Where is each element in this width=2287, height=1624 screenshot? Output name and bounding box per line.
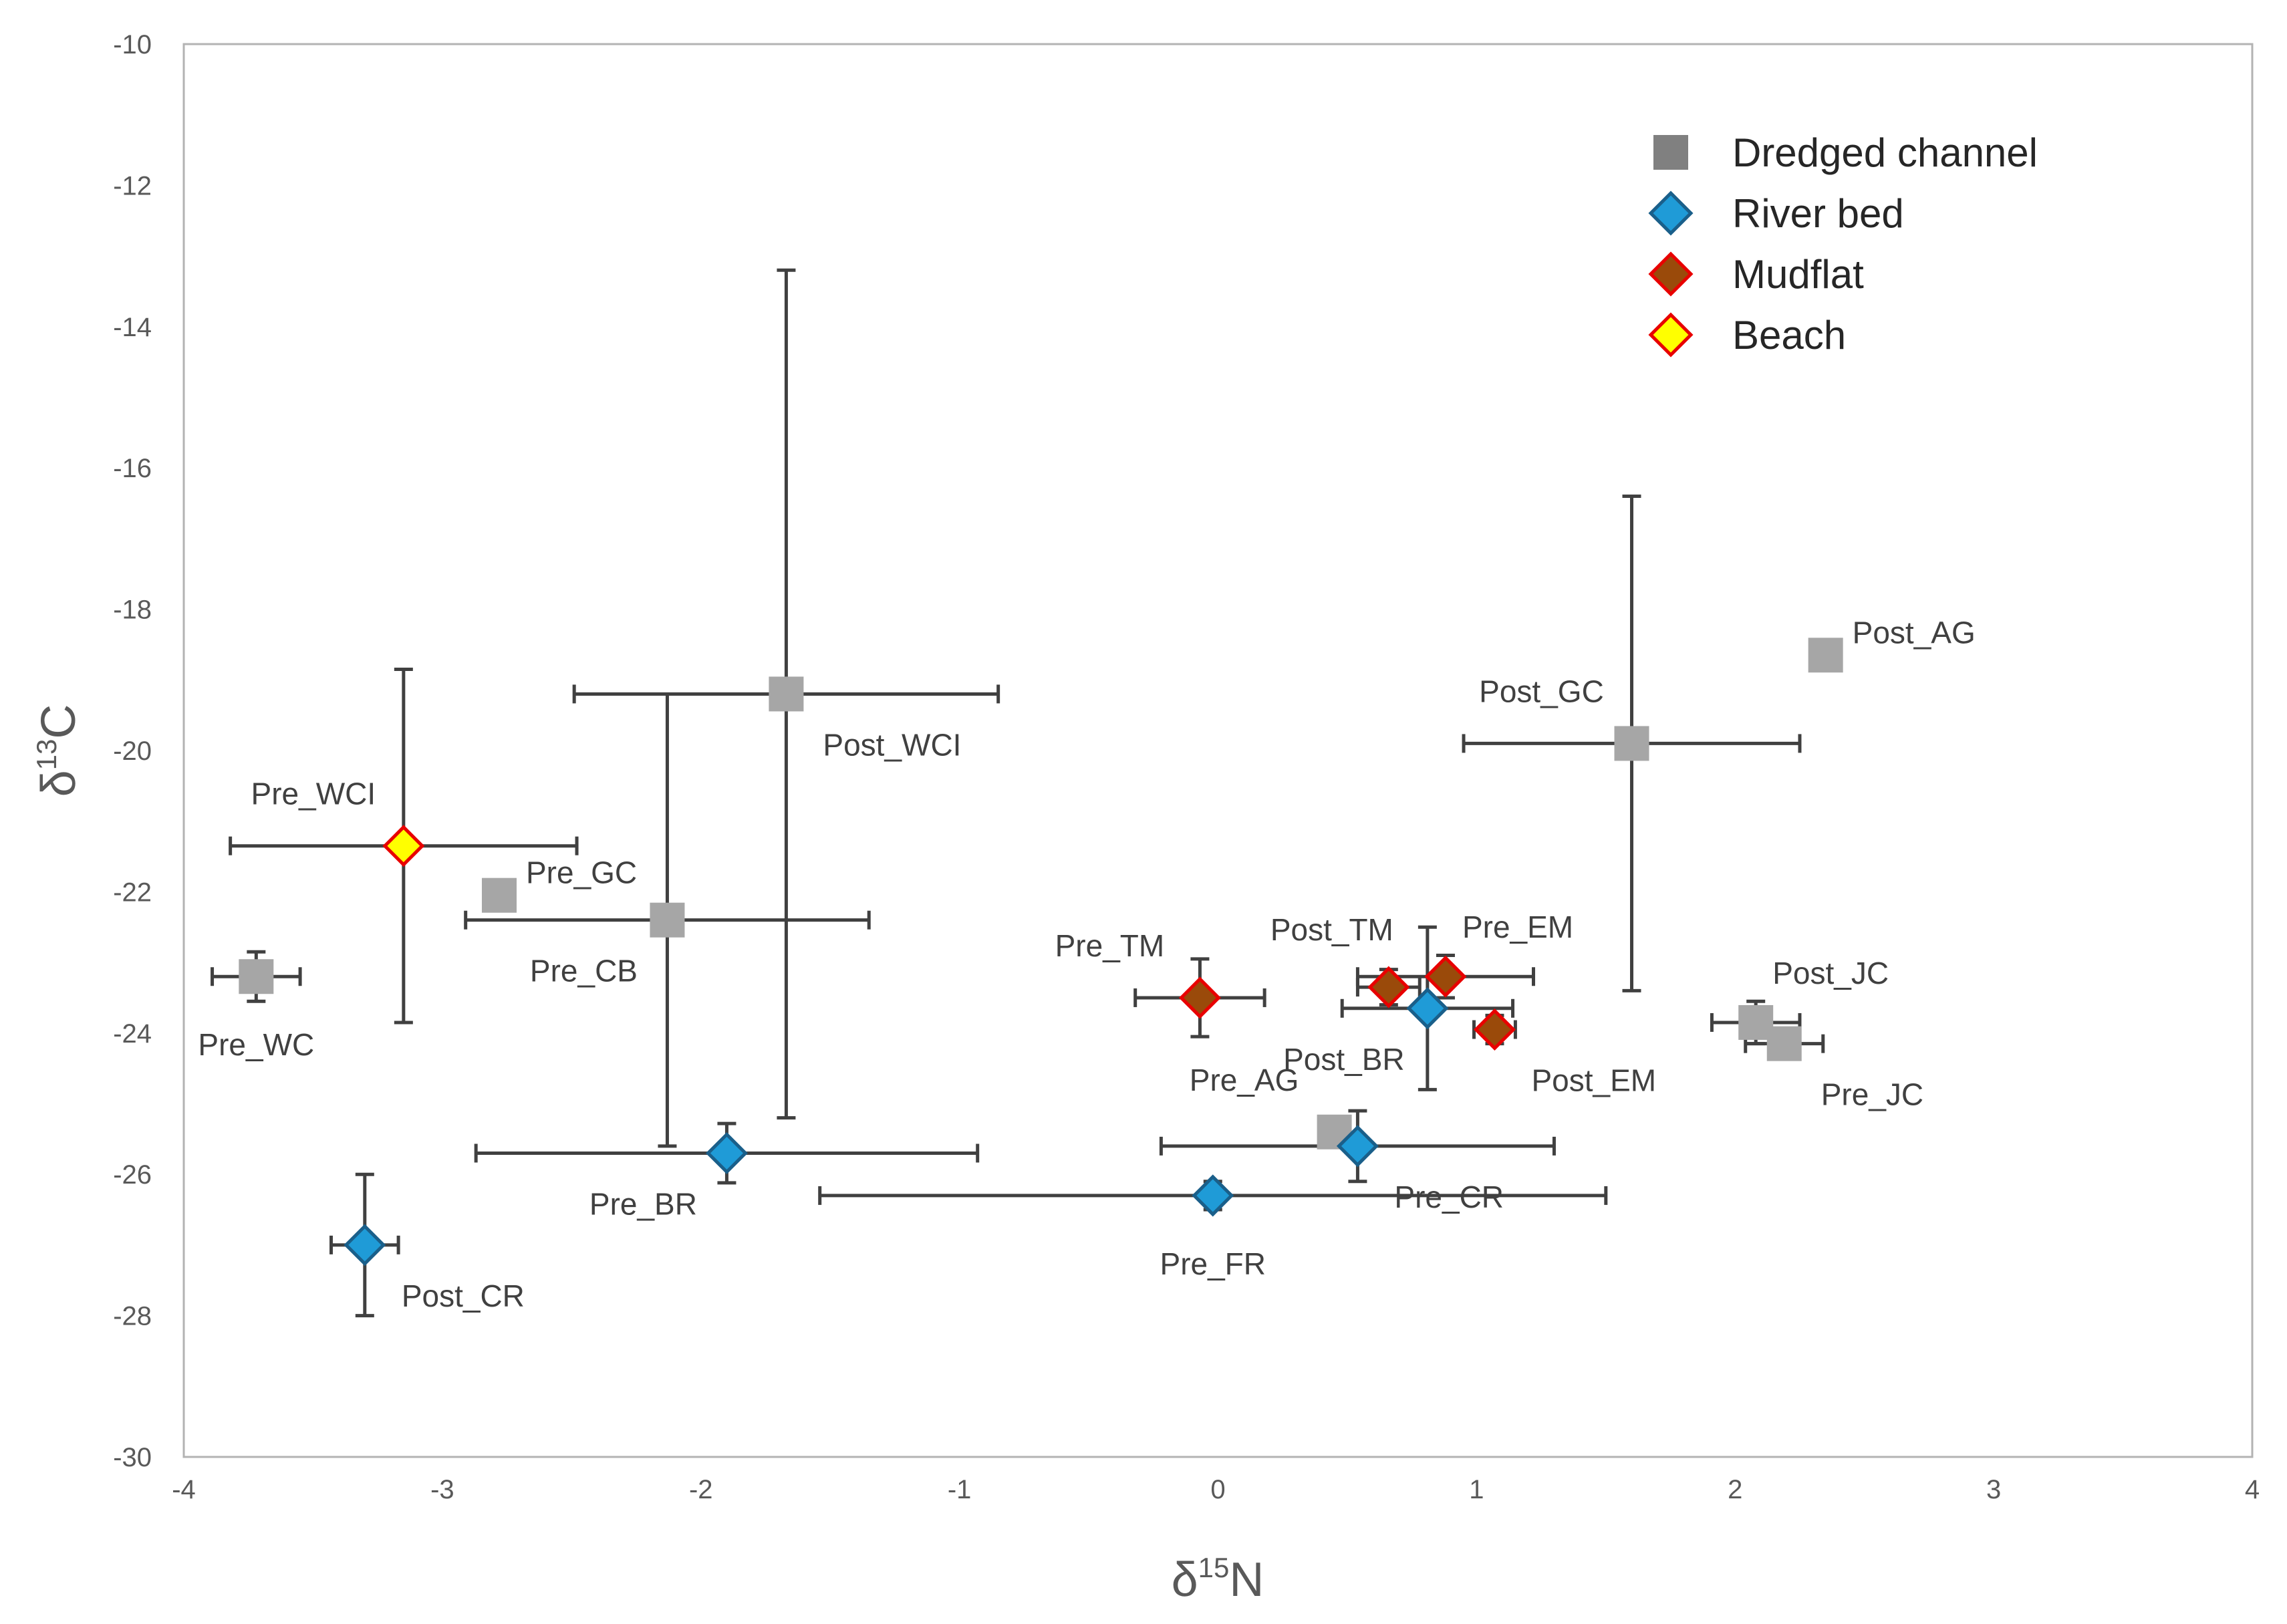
- y-tick-label: -20: [113, 736, 152, 766]
- x-tick-label: -4: [172, 1475, 196, 1504]
- y-tick-label: -10: [113, 30, 152, 59]
- legend-item: Dredged channel: [1653, 130, 2038, 175]
- x-axis-ticks: -4 -3 -2 -1 0 1 2 3 4: [172, 1475, 2260, 1504]
- y-tick-label: -22: [113, 877, 152, 907]
- y-tick-label: -14: [113, 313, 152, 342]
- data-point-Post_WCI: [769, 676, 804, 712]
- data-point-Pre_GC: [481, 877, 517, 913]
- y-axis-ticks: -30 -28 -26 -24 -22 -20 -18 -16 -14 -12 -10: [113, 30, 152, 1472]
- data-point-Pre_CB: [650, 902, 685, 938]
- x-tick-label: 3: [1986, 1475, 2001, 1504]
- y-tick-label: -12: [113, 171, 152, 200]
- data-point-Pre_BR: [705, 1131, 748, 1175]
- y-tick-label: -30: [113, 1443, 152, 1472]
- y-axis-title-sup: 13: [31, 739, 62, 771]
- y-tick-label: -28: [113, 1302, 152, 1331]
- point-label-Pre_BR: Pre_BR: [589, 1186, 697, 1221]
- x-axis-title: δ15N: [1172, 1552, 1264, 1607]
- point-labels: Pre_WC Pre_GC Pre_CB Post_WCI Pre_AG Post_GC P…: [198, 615, 1975, 1313]
- point-label-Post_WCI: Post_WCI: [823, 727, 961, 762]
- legend: Dredged channel River bed Mudflat Beach: [1648, 130, 2038, 358]
- y-axis-title: δ13C: [31, 704, 86, 797]
- y-axis-title-tail: C: [32, 704, 86, 739]
- data-point-Post_CR: [344, 1224, 386, 1266]
- point-label-Post_JC: Post_JC: [1772, 956, 1889, 990]
- data-point-Pre_CR: [1336, 1125, 1379, 1168]
- legend-label: Dredged channel: [1732, 130, 2038, 175]
- legend-item: Beach: [1648, 312, 1846, 358]
- y-tick-label: -16: [113, 454, 152, 483]
- y-tick-label: -18: [113, 595, 152, 625]
- x-tick-label: 4: [2245, 1475, 2260, 1504]
- legend-item: River bed: [1648, 190, 1904, 236]
- x-axis-title-sup: 15: [1198, 1552, 1230, 1583]
- x-tick-label: 0: [1210, 1475, 1225, 1504]
- x-axis-title-delta: δ: [1172, 1553, 1198, 1607]
- legend-label: Mudflat: [1732, 252, 1864, 297]
- point-label-Pre_TM: Pre_TM: [1055, 928, 1165, 963]
- point-label-Pre_JC: Pre_JC: [1821, 1077, 1923, 1112]
- x-tick-label: -2: [689, 1475, 713, 1504]
- data-point-Post_TM: [1367, 966, 1410, 1008]
- point-label-Pre_AG: Pre_AG: [1190, 1063, 1299, 1097]
- point-label-Post_GC: Post_GC: [1479, 674, 1604, 708]
- x-tick-label: -3: [430, 1475, 454, 1504]
- point-label-Post_TM: Post_TM: [1270, 912, 1393, 947]
- y-axis-title-delta: δ: [32, 770, 86, 797]
- plot-area: [182, 43, 2254, 1458]
- data-point-Pre_WCI: [382, 825, 425, 867]
- point-label-Pre_EM: Pre_EM: [1462, 910, 1573, 944]
- data-point-Post_AG: [1808, 638, 1843, 673]
- data-point-Post_BR: [1406, 987, 1449, 1030]
- data-markers: [239, 638, 1843, 1266]
- point-label-Post_BR: Post_BR: [1283, 1042, 1405, 1077]
- x-axis-title-tail: N: [1229, 1553, 1264, 1607]
- x-tick-label: 2: [1728, 1475, 1742, 1504]
- data-point-Post_EM: [1473, 1008, 1516, 1051]
- y-tick-label: -24: [113, 1019, 152, 1049]
- x-tick-label: -1: [948, 1475, 972, 1504]
- data-point-Pre_JC: [1766, 1026, 1802, 1061]
- y-tick-label: -26: [113, 1160, 152, 1190]
- legend-item: Mudflat: [1648, 251, 1864, 297]
- legend-swatch: [1648, 251, 1694, 297]
- data-point-Pre_EM: [1424, 955, 1467, 998]
- data-point-Pre_FR: [1192, 1174, 1234, 1217]
- legend-swatch: [1648, 190, 1694, 236]
- legend-label: River bed: [1732, 191, 1904, 236]
- point-label-Pre_WCI: Pre_WCI: [251, 777, 376, 811]
- point-label-Pre_WC: Pre_WC: [198, 1027, 314, 1062]
- point-label-Post_CR: Post_CR: [402, 1278, 525, 1313]
- legend-swatch: [1648, 312, 1694, 358]
- legend-swatch: [1653, 135, 1688, 170]
- legend-label: Beach: [1732, 313, 1846, 358]
- data-point-Pre_TM: [1178, 976, 1221, 1019]
- point-label-Pre_FR: Pre_FR: [1160, 1246, 1266, 1281]
- data-point-Pre_WC: [239, 959, 274, 994]
- point-label-Pre_CB: Pre_CB: [530, 954, 638, 988]
- point-label-Pre_GC: Pre_GC: [526, 855, 637, 890]
- point-label-Pre_CR: Pre_CR: [1394, 1180, 1504, 1214]
- point-label-Post_EM: Post_EM: [1531, 1063, 1656, 1098]
- point-label-Post_AG: Post_AG: [1853, 615, 1976, 650]
- x-tick-label: 1: [1469, 1475, 1484, 1504]
- data-point-Post_GC: [1614, 726, 1649, 761]
